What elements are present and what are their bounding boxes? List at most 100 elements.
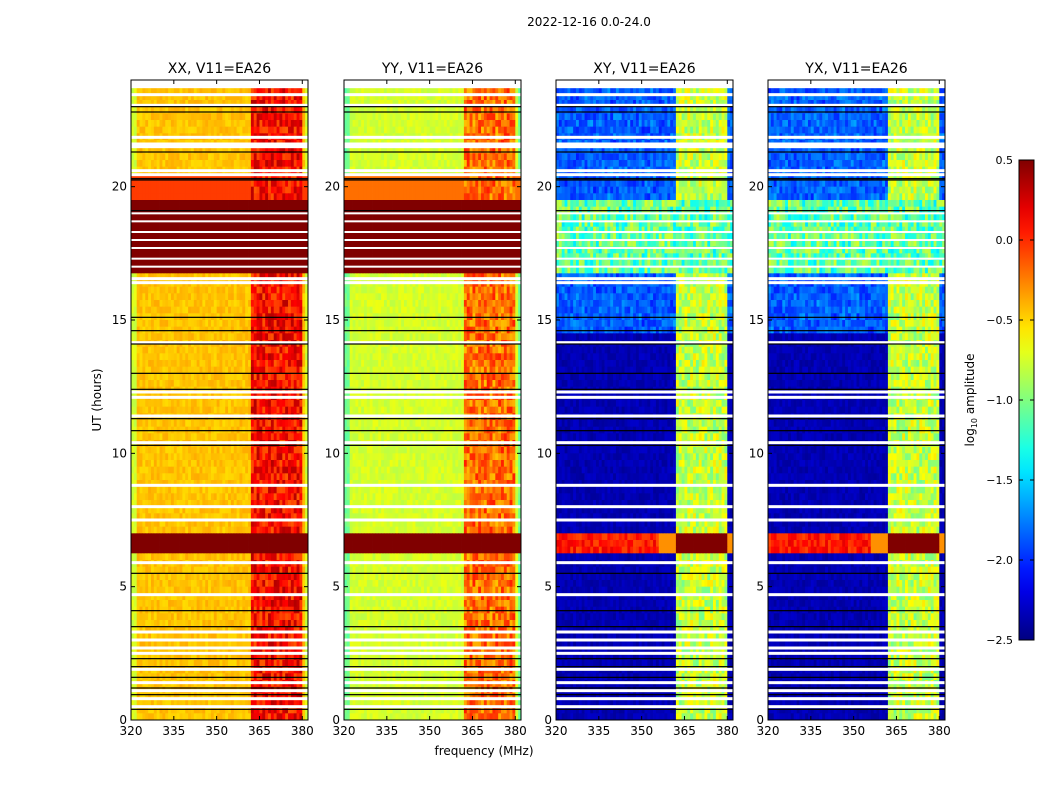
heatmap-cell <box>196 126 200 134</box>
heatmap-cell <box>142 366 146 374</box>
heatmap-cell <box>148 473 152 481</box>
heatmap-cell <box>193 453 198 461</box>
heatmap-cell <box>259 513 263 521</box>
heatmap-cell <box>179 466 183 474</box>
heatmap-cell <box>216 260 220 268</box>
heatmap-cell <box>228 446 232 454</box>
heatmap-cell <box>293 513 297 521</box>
heatmap-cell <box>190 500 195 508</box>
heatmap-cell <box>142 373 146 381</box>
heatmap-cell <box>305 486 308 494</box>
heatmap-cell <box>270 113 275 121</box>
heatmap-cell <box>190 240 195 248</box>
heatmap-cell <box>199 86 203 94</box>
heatmap-cell <box>145 620 149 628</box>
heatmap-cell <box>230 86 235 94</box>
heatmap-cell <box>222 186 226 194</box>
heatmap-cell <box>282 593 286 601</box>
heatmap-cell <box>193 173 198 181</box>
heatmap-cell <box>153 160 158 168</box>
heatmap-cell <box>256 400 260 408</box>
heatmap-cell <box>299 293 303 301</box>
heatmap-cell <box>253 546 258 554</box>
heatmap-cell <box>173 213 178 221</box>
heatmap-cell <box>185 373 189 381</box>
heatmap-cell <box>131 380 135 388</box>
heatmap-cell <box>239 253 243 261</box>
heatmap-cell <box>139 220 143 228</box>
heatmap-cell <box>153 500 158 508</box>
heatmap-cell <box>239 213 243 221</box>
heatmap-cell <box>279 86 283 94</box>
heatmap-cell <box>305 493 308 501</box>
heatmap-cell <box>208 380 212 388</box>
heatmap-cell <box>159 366 163 374</box>
heatmap-cell <box>216 500 220 508</box>
heatmap-cell <box>145 200 149 208</box>
heatmap-cell <box>233 546 238 554</box>
heatmap-cell <box>213 380 218 388</box>
heatmap-cell <box>242 86 246 94</box>
heatmap-cell <box>262 106 266 114</box>
heatmap-cell <box>193 360 198 368</box>
heatmap-cell <box>156 286 160 294</box>
heatmap-cell <box>253 513 258 521</box>
heatmap-cell <box>248 506 252 514</box>
heatmap-cell <box>202 100 206 108</box>
heatmap-cell <box>196 226 200 234</box>
heatmap-cell <box>265 286 269 294</box>
heatmap-cell <box>190 486 195 494</box>
heatmap-cell <box>139 520 143 528</box>
heatmap-cell <box>159 553 163 561</box>
heatmap-cell <box>222 86 226 94</box>
heatmap-cell <box>182 506 186 514</box>
heatmap-cell <box>150 406 155 414</box>
heatmap-cell <box>279 240 283 248</box>
heatmap-cell <box>245 586 249 594</box>
heatmap-cell <box>139 600 143 608</box>
heatmap-cell <box>256 306 260 314</box>
heatmap-cell <box>216 620 220 628</box>
heatmap-cell <box>162 353 166 361</box>
heatmap-cell <box>202 306 206 314</box>
heatmap-cell <box>193 233 198 241</box>
heatmap-cell <box>145 226 149 234</box>
heatmap-cell <box>165 286 169 294</box>
heatmap-cell <box>270 420 275 428</box>
heatmap-cell <box>188 553 192 561</box>
heatmap-cell <box>213 480 218 488</box>
heatmap-cell <box>199 120 203 128</box>
heatmap-cell <box>236 220 240 228</box>
heatmap-cell <box>273 520 277 528</box>
heatmap-cell <box>233 146 238 154</box>
heatmap-cell <box>168 333 172 341</box>
heatmap-cell <box>202 293 206 301</box>
heatmap-cell <box>185 173 189 181</box>
heatmap-cell <box>276 213 280 221</box>
heatmap-cell <box>213 240 218 248</box>
heatmap-cell <box>159 386 163 394</box>
heatmap-cell <box>299 153 303 161</box>
heatmap-cell <box>262 360 266 368</box>
heatmap-cell <box>293 100 297 108</box>
heatmap-cell <box>208 573 212 581</box>
heatmap-cell <box>216 113 220 121</box>
heatmap-cell <box>268 113 272 121</box>
heatmap-cell <box>236 593 240 601</box>
heatmap-cell <box>265 586 269 594</box>
heatmap-cell <box>168 93 172 101</box>
heatmap-cell <box>296 293 300 301</box>
heatmap-cell <box>236 473 240 481</box>
heatmap-cell <box>285 553 289 561</box>
heatmap-cell <box>173 553 178 561</box>
heatmap-cell <box>131 260 135 268</box>
heatmap-cell <box>136 146 140 154</box>
heatmap-cell <box>219 193 223 201</box>
heatmap-cell <box>228 573 232 581</box>
heatmap-cell <box>153 466 158 474</box>
heatmap-cell <box>233 433 238 441</box>
heatmap-cell <box>199 160 203 168</box>
heatmap-cell <box>182 253 186 261</box>
heatmap-cell <box>216 126 220 134</box>
heatmap-cell <box>228 333 232 341</box>
